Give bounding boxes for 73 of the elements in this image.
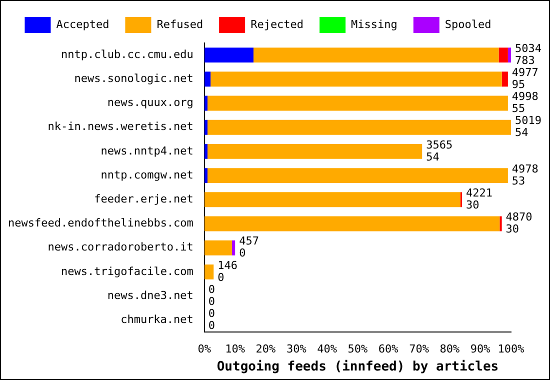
annotation: 30 — [466, 198, 480, 212]
annotation: 95 — [512, 78, 526, 92]
bar — [204, 96, 208, 111]
bar — [204, 144, 208, 159]
y-tick-label: nk-in.news.weretis.net — [48, 120, 194, 134]
annotation: 30 — [506, 222, 520, 236]
bar — [232, 240, 236, 256]
annotation: 0 — [208, 319, 216, 332]
bar — [208, 168, 508, 184]
annotation: 783 — [515, 54, 535, 67]
x-tick-label: 0% — [198, 342, 212, 356]
annotation: 4998 — [512, 90, 538, 104]
legend-label: Spooled — [444, 18, 492, 31]
bar — [498, 48, 508, 63]
bar — [208, 96, 508, 111]
bar — [204, 48, 254, 63]
bar — [210, 72, 502, 87]
bar — [208, 144, 422, 159]
x-tick-label: 10% — [225, 342, 246, 356]
annotation: 457 — [239, 234, 259, 248]
bar — [204, 264, 214, 280]
annotation: 0 — [208, 282, 216, 296]
y-tick-label: news.trigofacile.com — [60, 264, 194, 278]
y-tick-label: newsfeed.endofthelinebbs.com — [8, 216, 194, 230]
bar — [204, 72, 211, 87]
annotation: 4977 — [512, 66, 538, 80]
bar — [208, 120, 511, 135]
legend-label: Accepted — [56, 18, 110, 31]
x-tick-label: 90% — [470, 342, 491, 356]
bar — [204, 120, 208, 135]
bar — [253, 48, 499, 63]
legend-label: Missing — [351, 18, 398, 31]
y-tick-label: nntp.comgw.net — [100, 168, 194, 182]
annotation: 0 — [239, 246, 246, 260]
annotation: 4978 — [512, 162, 538, 176]
legend-label: Rejected — [250, 18, 304, 31]
annotation: 4870 — [506, 210, 532, 224]
y-tick-label: news.nntp4.net — [100, 144, 194, 158]
y-tick-label: news.corradoroberto.it — [48, 240, 194, 254]
x-tick-label: 60% — [378, 342, 399, 356]
x-tick-label: 70% — [409, 342, 430, 356]
annotation: 54 — [426, 150, 440, 164]
bar — [204, 168, 208, 184]
annotation: 0 — [208, 307, 216, 320]
x-tick-label: 80% — [440, 342, 460, 356]
x-axis-title: Outgoing feeds (innfeed) by articles — [216, 360, 499, 375]
annotation: 5019 — [515, 114, 542, 128]
annotation: 0 — [218, 270, 224, 284]
annotation: 4221 — [466, 186, 492, 200]
annotation: 5034 — [515, 42, 542, 55]
annotation: 55 — [512, 102, 526, 116]
annotation: 146 — [218, 258, 238, 272]
y-tick-label: feeder.erje.net — [94, 192, 194, 206]
x-tick-label: 40% — [317, 342, 338, 356]
annotation: 3565 — [426, 138, 453, 152]
bar — [508, 48, 511, 63]
y-tick-label: nntp.club.cc.cmu.edu — [60, 48, 194, 61]
bar — [502, 72, 508, 87]
annotation: 0 — [208, 294, 216, 308]
bar — [204, 216, 500, 232]
annotation: 54 — [515, 126, 529, 140]
y-tick-label: news.sonologic.net — [74, 72, 194, 86]
x-tick-label: 100% — [498, 342, 525, 356]
annotation: 53 — [512, 174, 526, 188]
legend-label: Refused — [156, 18, 204, 31]
x-tick-label: 30% — [286, 342, 307, 356]
bar — [204, 192, 460, 208]
y-tick-label: news.quux.org — [107, 96, 194, 110]
x-tick-label: 20% — [256, 342, 276, 356]
bar — [204, 240, 232, 256]
x-tick-label: 50% — [348, 342, 368, 356]
y-tick-label: chmurka.net — [120, 313, 194, 326]
y-tick-label: news.dne3.net — [107, 288, 194, 302]
